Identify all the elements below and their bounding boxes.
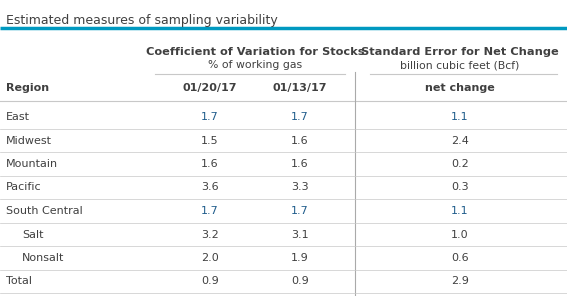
Text: 1.0: 1.0 [451, 229, 469, 239]
Text: 2.9: 2.9 [451, 276, 469, 287]
Text: South Central: South Central [6, 206, 83, 216]
Text: % of working gas: % of working gas [208, 60, 302, 70]
Text: 0.6: 0.6 [451, 253, 469, 263]
Text: 1.6: 1.6 [201, 159, 219, 169]
Text: Total: Total [6, 276, 32, 287]
Text: net change: net change [425, 83, 495, 93]
Text: 3.1: 3.1 [291, 229, 309, 239]
Text: 1.1: 1.1 [451, 112, 469, 122]
Text: 1.7: 1.7 [291, 206, 309, 216]
Text: 01/20/17: 01/20/17 [183, 83, 237, 93]
Text: Region: Region [6, 83, 49, 93]
Text: 1.9: 1.9 [291, 253, 309, 263]
Text: 0.9: 0.9 [291, 276, 309, 287]
Text: 1.5: 1.5 [201, 136, 219, 146]
Text: Mountain: Mountain [6, 159, 58, 169]
Text: Coefficient of Variation for Stocks: Coefficient of Variation for Stocks [146, 47, 364, 57]
Text: 0.9: 0.9 [201, 276, 219, 287]
Text: 3.3: 3.3 [291, 183, 309, 192]
Text: Midwest: Midwest [6, 136, 52, 146]
Text: 1.6: 1.6 [291, 159, 309, 169]
Text: 2.0: 2.0 [201, 253, 219, 263]
Text: 2.4: 2.4 [451, 136, 469, 146]
Text: Standard Error for Net Change: Standard Error for Net Change [361, 47, 559, 57]
Text: 01/13/17: 01/13/17 [273, 83, 327, 93]
Text: Nonsalt: Nonsalt [22, 253, 65, 263]
Text: 3.2: 3.2 [201, 229, 219, 239]
Text: 1.1: 1.1 [451, 206, 469, 216]
Text: 1.7: 1.7 [291, 112, 309, 122]
Text: 1.7: 1.7 [201, 112, 219, 122]
Text: billion cubic feet (Bcf): billion cubic feet (Bcf) [400, 60, 520, 70]
Text: 0.2: 0.2 [451, 159, 469, 169]
Text: 1.7: 1.7 [201, 206, 219, 216]
Text: 1.6: 1.6 [291, 136, 309, 146]
Text: 0.3: 0.3 [451, 183, 469, 192]
Text: Estimated measures of sampling variability: Estimated measures of sampling variabili… [6, 14, 278, 27]
Text: Salt: Salt [22, 229, 44, 239]
Text: Pacific: Pacific [6, 183, 41, 192]
Text: 3.6: 3.6 [201, 183, 219, 192]
Text: East: East [6, 112, 30, 122]
